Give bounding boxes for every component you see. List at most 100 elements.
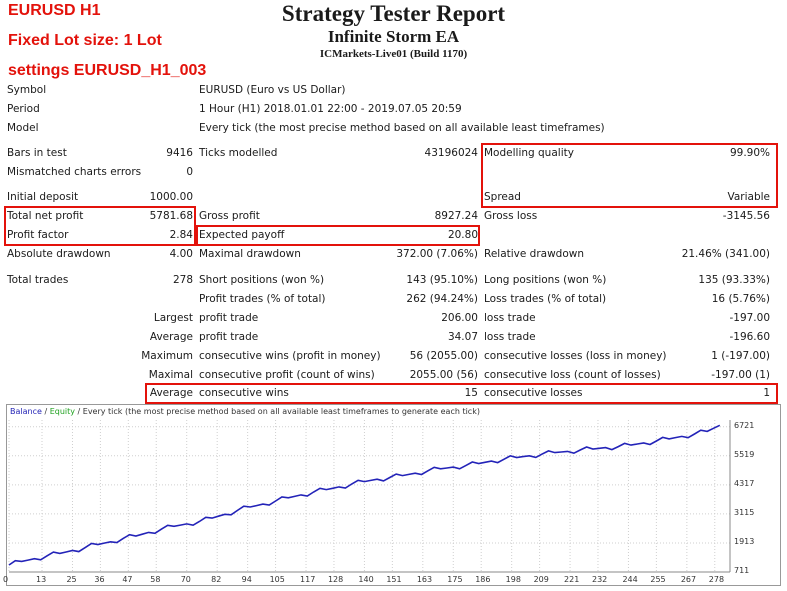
profit-trades-value: 262 (94.24%): [406, 293, 478, 305]
series-line-balance: [8, 424, 721, 566]
y-tick-label: 1913: [734, 536, 755, 546]
abs-drawdown-label: Absolute drawdown: [7, 248, 111, 260]
expected-payoff-value: 20.80: [447, 229, 478, 241]
highlight-expected-payoff: [196, 225, 480, 246]
y-tick-label: 6721: [734, 420, 755, 430]
legend-equity: Equity: [49, 407, 75, 416]
avg-loss-label: loss trade: [484, 331, 536, 343]
legend-rest: / Every tick (the most precise method ba…: [74, 407, 480, 416]
x-tick-label: 140: [358, 575, 374, 584]
total-trades-value: 278: [172, 274, 193, 286]
net-profit-value: 5781.68: [149, 210, 193, 222]
x-tick-label: 221: [564, 575, 580, 584]
x-tick-label: 232: [591, 575, 608, 584]
quality-label: Modelling quality: [484, 147, 574, 159]
bars-label: Bars in test: [7, 147, 67, 159]
max-drawdown-label: Maximal drawdown: [199, 248, 301, 260]
ticks-label: Ticks modelled: [199, 147, 278, 159]
mismatch-label: Mismatched charts errors: [7, 166, 142, 178]
net-profit-label: Total net profit: [7, 210, 84, 222]
short-positions-label: Short positions (won %): [199, 274, 325, 286]
long-positions-label: Long positions (won %): [484, 274, 607, 286]
rel-drawdown-label: Relative drawdown: [484, 248, 585, 260]
maximal-loss-value: -197.00 (1): [711, 369, 770, 381]
overlay-line-1: EURUSD H1: [8, 2, 101, 19]
x-tick-label: 267: [680, 575, 697, 584]
x-tick-label: 13: [36, 575, 47, 584]
avg-cons-wins-label: consecutive wins: [199, 387, 289, 399]
symbol-label: Symbol: [7, 84, 47, 96]
maximal-prefix: Maximal: [148, 369, 193, 381]
expected-payoff-label: Expected payoff: [199, 229, 285, 241]
loss-trades-value: 16 (5.76%): [711, 293, 770, 305]
short-positions-value: 143 (95.10%): [406, 274, 478, 286]
avg-cons-losses-value: 1: [763, 387, 770, 399]
x-tick-label: 117: [300, 575, 316, 584]
x-tick-label: 94: [241, 575, 252, 584]
x-tick-label: 163: [416, 575, 433, 584]
rel-drawdown-value: 21.46% (341.00): [681, 248, 770, 260]
max-cons-losses-value: 1 (-197.00): [711, 350, 770, 362]
profit-factor-value: 2.84: [169, 229, 193, 241]
avg-cons-wins-value: 15: [464, 387, 478, 399]
largest-profit-label: profit trade: [199, 312, 259, 324]
model-value: Every tick (the most precise method base…: [199, 122, 605, 134]
x-tick-label: 186: [475, 575, 491, 584]
highlight-net-profit-factor: [4, 206, 196, 246]
avg-profit-value: 34.07: [447, 331, 478, 343]
chart-legend: Balance / Equity / Every tick (the most …: [10, 407, 480, 416]
overlay-line-3: settings EURUSD_H1_003: [8, 62, 207, 79]
x-tick-label: 58: [150, 575, 161, 584]
avg-loss-value: -196.60: [729, 331, 770, 343]
spread-value: Variable: [727, 191, 770, 203]
max-cons-losses-label: consecutive losses (loss in money): [484, 350, 667, 362]
symbol-value: EURUSD (Euro vs US Dollar): [199, 84, 346, 96]
y-tick-label: 711: [734, 566, 750, 575]
max-drawdown-value: 372.00 (7.06%): [396, 248, 478, 260]
avg-profit-label: profit trade: [199, 331, 259, 343]
ticks-value: 43196024: [424, 147, 478, 159]
balance-chart-frame: [6, 404, 781, 586]
max-cons-wins-value: 56 (2055.00): [409, 350, 478, 362]
avg-cons-losses-label: consecutive losses: [484, 387, 583, 399]
y-tick-label: 4317: [734, 478, 755, 488]
total-trades-label: Total trades: [7, 274, 69, 286]
x-tick-label: 25: [66, 575, 77, 584]
profit-factor-label: Profit factor: [7, 229, 69, 241]
quality-value: 99.90%: [729, 147, 770, 159]
maximal-profit-label: consecutive profit (count of wins): [199, 369, 375, 381]
report-title: Strategy Tester Report: [281, 1, 506, 26]
x-tick-label: 244: [622, 575, 638, 584]
largest-prefix: Largest: [153, 312, 193, 324]
overlay-line-2: Fixed Lot size: 1 Lot: [8, 32, 162, 49]
gross-profit-value: 8927.24: [434, 210, 478, 222]
x-tick-label: 278: [708, 575, 725, 584]
x-tick-label: 175: [447, 575, 463, 584]
x-tick-label: 82: [211, 575, 222, 584]
x-tick-label: 151: [386, 575, 402, 584]
profit-trades-label: Profit trades (% of total): [199, 293, 326, 305]
average-prefix: Average: [149, 331, 193, 343]
gross-loss-value: -3145.56: [722, 210, 770, 222]
x-tick-label: 255: [650, 575, 666, 584]
x-tick-label: 36: [94, 575, 105, 584]
average-cons-prefix: Average: [149, 387, 193, 399]
long-positions-value: 135 (93.33%): [698, 274, 770, 286]
x-tick-label: 198: [505, 575, 521, 584]
x-tick-label: 128: [327, 575, 344, 584]
x-tick-label: 209: [533, 575, 549, 584]
maximal-loss-label: consecutive loss (count of losses): [484, 369, 661, 381]
largest-loss-value: -197.00: [729, 312, 770, 324]
largest-loss-label: loss trade: [484, 312, 536, 324]
abs-drawdown-value: 4.00: [169, 248, 193, 260]
gross-profit-label: Gross profit: [199, 210, 260, 222]
period-value: 1 Hour (H1) 2018.01.01 22:00 - 2019.07.0…: [199, 103, 462, 115]
server-info: ICMarkets-Live01 (Build 1170): [319, 48, 468, 60]
deposit-label: Initial deposit: [7, 191, 79, 203]
y-tick-label: 3115: [734, 507, 755, 517]
x-tick-label: 47: [122, 575, 133, 584]
highlight-modelling-quality: [481, 143, 778, 208]
ea-name: Infinite Storm EA: [327, 27, 460, 46]
spread-label: Spread: [484, 191, 521, 203]
